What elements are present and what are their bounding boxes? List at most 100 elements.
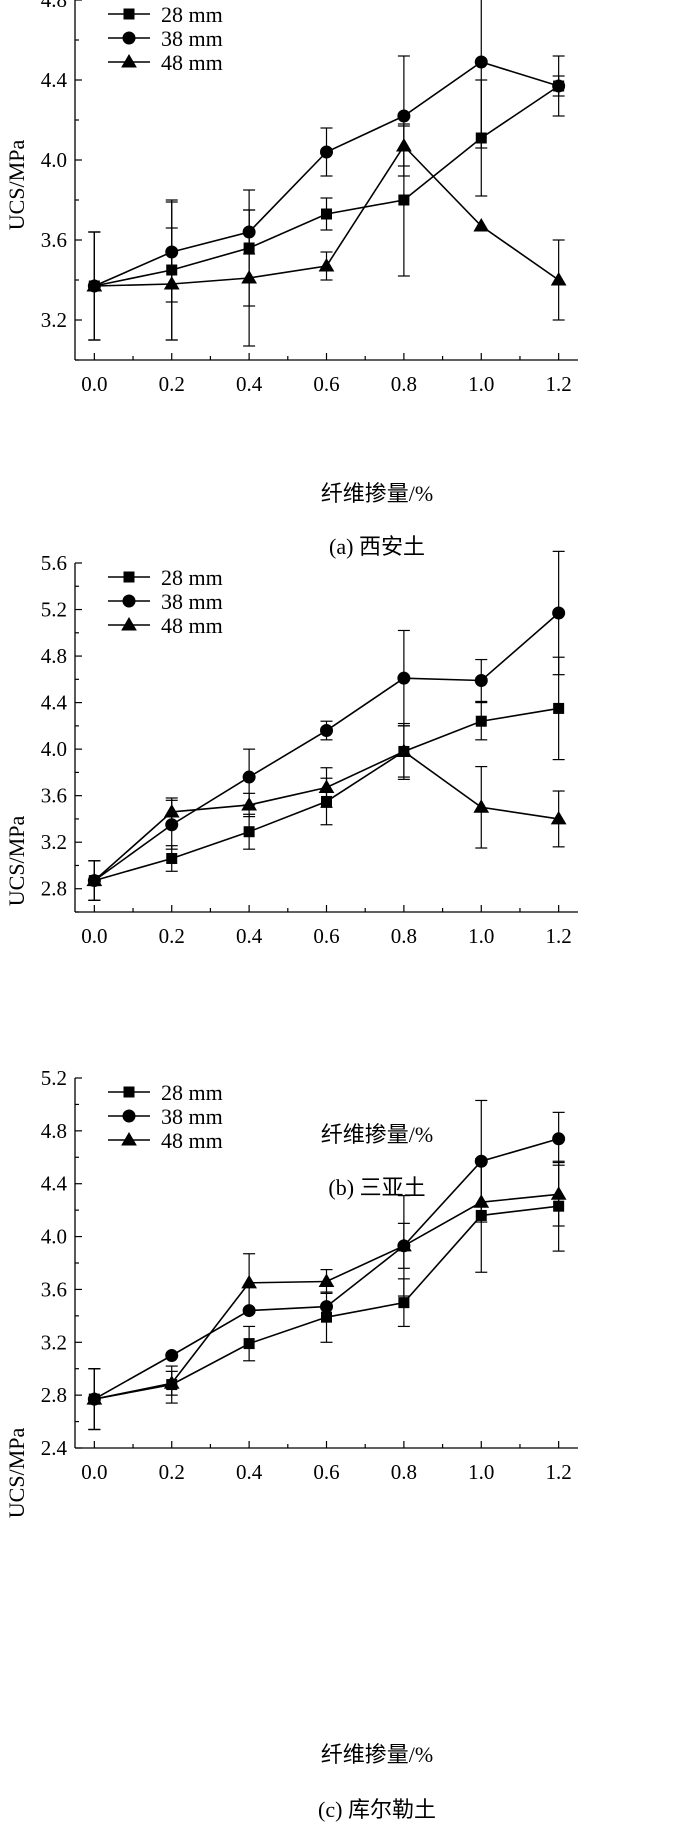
legend-label: 38 mm: [161, 26, 223, 51]
x-tick-label-a: 0.6: [313, 372, 339, 396]
legend-marker: [122, 31, 136, 45]
y-tick-label-c: 2.8: [41, 1383, 67, 1407]
legend-label: 48 mm: [161, 1128, 223, 1153]
x-tick-label-a: 1.2: [546, 372, 572, 396]
series-48mm-b: [86, 725, 567, 901]
data-point: [318, 258, 335, 272]
series-38mm-a: [87, 0, 566, 341]
y-tick-label-b: 4.4: [41, 691, 68, 715]
series-38mm-c: [87, 1099, 566, 1431]
series-28mm-a: [88, 75, 565, 341]
data-point: [321, 1311, 332, 1323]
data-point: [243, 1338, 255, 1350]
data-point: [86, 1391, 103, 1405]
data-point: [86, 872, 103, 887]
y-tick-label-b: 3.6: [41, 784, 67, 808]
data-point: [163, 803, 180, 818]
y-tick-label-a: 3.2: [41, 308, 67, 332]
x-tick-label-a: 0.2: [159, 372, 185, 396]
x-tick-label-a: 0.4: [236, 372, 263, 396]
y-tick-label-b: 4.8: [41, 644, 67, 668]
y-axis-label-c: UCS/MPa: [4, 1428, 29, 1519]
y-tick-label-b: 3.2: [41, 830, 67, 854]
x-axis-label-a: 纤维掺量/%: [321, 481, 433, 506]
x-tick-label-b: 0.0: [81, 924, 107, 948]
data-point: [397, 109, 411, 123]
y-tick-label-c: 3.2: [41, 1330, 67, 1354]
data-point: [320, 724, 333, 738]
x-tick-label-a: 0.0: [81, 372, 107, 396]
data-point: [242, 770, 256, 784]
data-point: [241, 796, 257, 811]
legend-label: 38 mm: [161, 1104, 223, 1129]
data-point: [473, 799, 490, 813]
panel-b: 2.8 3.2 3.6 4.0 4.4 4.8 5.2 5.6 0.0 0.2 0.4 0.6 0.8 1…: [4, 550, 578, 1200]
series-48mm-a: [86, 125, 567, 347]
data-point: [473, 218, 490, 232]
data-point: [320, 1300, 333, 1314]
legend-label: 38 mm: [161, 589, 223, 614]
panel-c: 2.4 2.8 3.2 3.6 4.0 4.4 4.8 5.2 0.0 0.2 0.4 0.6 0.8 1…: [4, 1066, 578, 1822]
data-point: [243, 826, 255, 838]
legend-label: 48 mm: [161, 50, 223, 75]
caption-b: (b) 三亚土: [328, 1175, 425, 1200]
data-point: [550, 1186, 567, 1200]
y-tick-label-c: 2.4: [41, 1436, 68, 1460]
data-point: [474, 1154, 488, 1168]
x-tick-label-b: 0.4: [236, 924, 263, 948]
caption-a: (a) 西安土: [329, 534, 425, 559]
data-point: [320, 145, 333, 159]
data-point: [396, 1237, 412, 1252]
x-tick-label-b: 0.8: [391, 924, 417, 948]
data-point: [321, 208, 332, 220]
y-axis-label-a: UCS/MPa: [4, 140, 29, 231]
caption-c: (c) 库尔勒土: [318, 1797, 436, 1822]
x-tick-label-a: 1.0: [468, 372, 494, 396]
legend-marker: [121, 54, 137, 68]
data-point: [550, 272, 567, 286]
y-tick-label-a: 3.6: [41, 228, 67, 252]
y-tick-label-c: 4.4: [41, 1172, 68, 1196]
legend-marker: [123, 571, 135, 583]
series-28mm-c: [88, 1158, 565, 1431]
y-tick-label-a: 4.0: [41, 148, 67, 172]
data-point: [86, 278, 103, 292]
x-tick-label-c: 0.8: [391, 1460, 417, 1484]
data-point: [552, 79, 566, 93]
legend-marker: [121, 617, 137, 631]
x-tick-label-b: 1.2: [546, 924, 572, 948]
plot-area-c: 2.4 2.8 3.2 3.6 4.0 4.4 4.8 5.2 0.0 0.2 0.4 0.6 0.8 1…: [41, 1066, 578, 1484]
data-point: [318, 779, 335, 794]
y-tick-label-c: 4.8: [41, 1119, 67, 1143]
data-point: [473, 1194, 490, 1208]
legend-label: 28 mm: [161, 2, 223, 27]
data-point: [241, 1274, 257, 1289]
y-tick-label-c: 3.6: [41, 1277, 67, 1301]
x-tick-label-c: 1.0: [468, 1460, 494, 1484]
legend-marker: [123, 8, 135, 20]
y-tick-label-b: 2.8: [41, 877, 67, 901]
x-tick-label-c: 1.2: [546, 1460, 572, 1484]
x-tick-label-c: 0.0: [81, 1460, 107, 1484]
data-point: [396, 743, 412, 757]
plot-area-a: 3.2 3.6 4.0 4.4 4.8 0.0 0.2 0.4 0.6 0.8 1.0 1.2 28 m…: [41, 0, 578, 396]
legend-label: 28 mm: [161, 565, 223, 590]
data-point: [474, 55, 488, 69]
data-point: [396, 138, 412, 152]
y-axis-label-b: UCS/MPa: [4, 816, 29, 907]
series-48mm-c: [86, 1161, 567, 1431]
legend-marker: [123, 1086, 135, 1098]
data-point: [474, 673, 488, 687]
legend-marker: [121, 1132, 137, 1146]
legend-label: 28 mm: [161, 1080, 223, 1105]
series-line: [93, 1138, 559, 1400]
data-point: [163, 1375, 180, 1389]
x-tick-label-c: 0.2: [159, 1460, 185, 1484]
x-tick-label-b: 1.0: [468, 924, 494, 948]
data-point: [241, 270, 257, 284]
plot-area-b: 2.8 3.2 3.6 4.0 4.4 4.8 5.2 5.6 0.0 0.2 0.4 0.6 0.8 1…: [41, 550, 578, 948]
